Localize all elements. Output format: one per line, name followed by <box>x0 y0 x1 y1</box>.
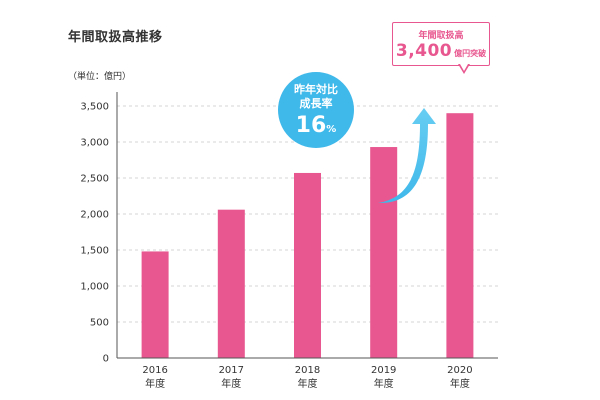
bar-2019 <box>370 147 398 358</box>
chart-title: 年間取扱高推移 <box>68 30 163 45</box>
y-tick-label: 2,500 <box>80 174 109 185</box>
x-tick-suffix: 年度 <box>450 377 470 390</box>
x-tick-label: 2020 <box>447 365 472 376</box>
growth-label-line1: 昨年対比 <box>294 83 338 96</box>
growth-label-line2: 成長率 <box>299 97 333 110</box>
x-tick-suffix: 年度 <box>221 377 241 390</box>
total-callout: 年間取扱高 3,400 億円突破 <box>392 22 490 66</box>
y-tick-label: 3,500 <box>80 102 109 113</box>
growth-rate-badge: 昨年対比 成長率 16% <box>278 72 354 148</box>
bar-2016 <box>141 251 169 358</box>
callout-value: 3,400 <box>395 41 453 61</box>
growth-value: 16 <box>295 113 327 138</box>
y-tick-label: 1,500 <box>80 246 109 257</box>
unit-label: （単位：億円） <box>68 72 132 82</box>
bar-2017 <box>217 209 245 358</box>
y-tick-label: 500 <box>90 318 109 329</box>
bar-2020 <box>446 113 474 358</box>
x-tick-suffix: 年度 <box>374 377 394 390</box>
x-tick-label: 2016 <box>142 365 167 376</box>
callout-unit: 億円突破 <box>454 49 487 58</box>
x-tick-suffix: 年度 <box>298 377 318 390</box>
x-tick-label: 2019 <box>371 365 396 376</box>
x-tick-label: 2018 <box>295 365 320 376</box>
x-tick-suffix: 年度 <box>145 377 165 390</box>
y-tick-label: 3,000 <box>80 138 109 149</box>
growth-unit: % <box>326 124 337 135</box>
callout-label: 年間取扱高 <box>418 31 464 41</box>
growth-arrow <box>378 108 436 204</box>
y-tick-label: 0 <box>103 354 109 365</box>
bar-2018 <box>294 172 321 358</box>
y-tick-label: 1,000 <box>80 282 109 293</box>
x-tick-label: 2017 <box>219 365 244 376</box>
y-tick-label: 2,000 <box>80 210 109 221</box>
